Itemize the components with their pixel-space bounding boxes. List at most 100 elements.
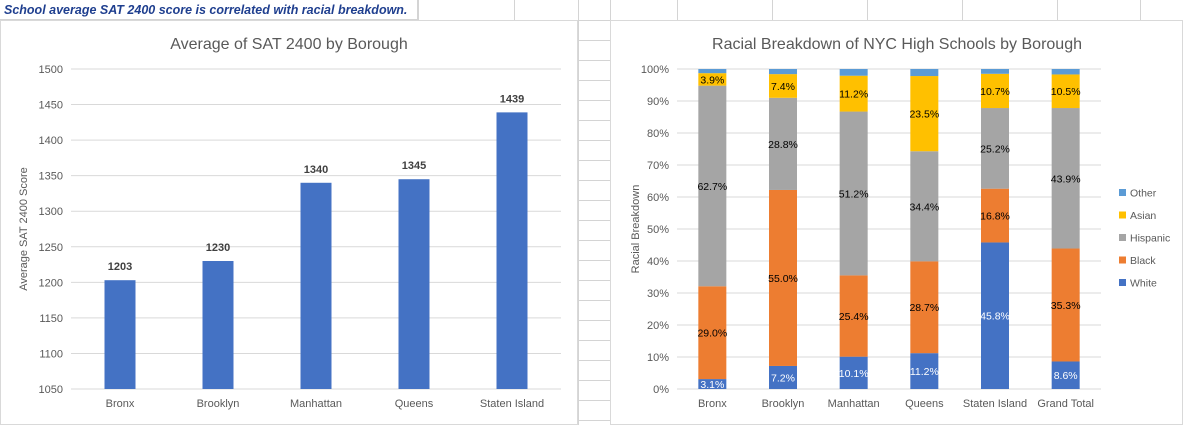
- bar-segment-black-manhattan: [839, 275, 868, 357]
- bar-segment-black-queens: [910, 261, 939, 354]
- x-tick-label-bronx: Bronx: [106, 398, 135, 410]
- x-tick-label-staten-island: Staten Island: [480, 398, 544, 410]
- bar-segment-black-staten-island: [981, 188, 1009, 243]
- data-label-staten-island: 1439: [500, 93, 524, 105]
- bar-segment-hispanic-queens: [910, 151, 939, 262]
- data-label-asian-bronx: 3.9%: [700, 74, 724, 86]
- bar-segment-black-bronx: [698, 286, 727, 380]
- data-label-black-brooklyn: 55.0%: [768, 273, 798, 285]
- bar-segment-asian-staten-island: [981, 73, 1009, 109]
- data-label-white-bronx: 3.1%: [700, 379, 724, 391]
- bar-segment-white-staten-island: [981, 242, 1009, 389]
- y-tick-label: 10%: [647, 352, 669, 364]
- data-label-hispanic-queens: 34.4%: [909, 201, 939, 213]
- y-tick-label: 1300: [39, 206, 63, 218]
- y-tick-label: 30%: [647, 288, 669, 300]
- y-tick-label: 70%: [647, 160, 669, 172]
- bar-segment-white-brooklyn: [769, 365, 797, 389]
- bar-segment-black-brooklyn: [769, 189, 797, 366]
- data-label-queens: 1345: [402, 160, 426, 172]
- x-tick-label-manhattan: Manhattan: [828, 398, 880, 410]
- y-tick-label: 90%: [647, 96, 669, 108]
- x-tick-label-grand-total: Grand Total: [1037, 398, 1094, 410]
- bar-segment-hispanic-bronx: [698, 85, 727, 287]
- data-label-black-bronx: 29.0%: [697, 328, 727, 340]
- bar-segment-black-grand-total: [1051, 248, 1080, 362]
- bar-segment-other-manhattan: [839, 69, 868, 76]
- data-label-bronx: 1203: [108, 261, 132, 273]
- bar-segment-hispanic-grand-total: [1051, 108, 1080, 249]
- y-tick-label: 80%: [647, 128, 669, 140]
- y-tick-label: 1250: [39, 242, 63, 254]
- bar-segment-hispanic-manhattan: [839, 111, 868, 276]
- data-label-asian-manhattan: 11.2%: [839, 89, 868, 101]
- y-tick-label: 1150: [39, 313, 63, 325]
- y-tick-label: 100%: [641, 64, 669, 76]
- data-label-black-staten-island: 16.8%: [980, 211, 1010, 223]
- data-label-manhattan: 1340: [304, 164, 328, 176]
- legend-swatch-other: [1119, 189, 1126, 196]
- legend-swatch-black: [1119, 256, 1126, 264]
- legend-swatch-asian: [1119, 211, 1126, 219]
- sheet-heading-cell[interactable]: School average SAT 2400 score is correla…: [0, 0, 418, 20]
- x-tick-label-brooklyn: Brooklyn: [762, 398, 805, 410]
- y-tick-label: 60%: [647, 192, 669, 204]
- y-tick-label: 40%: [647, 256, 669, 268]
- bar-manhattan: [300, 182, 332, 389]
- legend-label-black: Black: [1130, 255, 1156, 267]
- data-label-hispanic-staten-island: 25.2%: [980, 143, 1010, 155]
- legend-label-asian: Asian: [1130, 210, 1156, 222]
- y-tick-label: 1100: [39, 348, 63, 360]
- y-tick-label: 20%: [647, 320, 669, 332]
- data-label-black-grand-total: 35.3%: [1051, 300, 1081, 312]
- chart-title: Racial Breakdown of NYC High Schools by …: [712, 36, 1082, 53]
- racial-breakdown-chart[interactable]: Racial Breakdown of NYC High Schools by …: [610, 20, 1183, 425]
- data-label-white-manhattan: 10.1%: [839, 368, 869, 380]
- bar-segment-white-grand-total: [1051, 361, 1080, 389]
- legend-swatch-hispanic: [1119, 234, 1126, 241]
- data-label-white-staten-island: 45.8%: [980, 311, 1010, 323]
- chart-title: Average of SAT 2400 by Borough: [170, 36, 408, 53]
- y-tick-label: 0%: [653, 384, 669, 396]
- y-tick-label: 1350: [39, 171, 63, 183]
- bar-segment-hispanic-brooklyn: [769, 97, 797, 190]
- legend-swatch-white: [1119, 279, 1126, 286]
- bar-segment-asian-manhattan: [839, 75, 868, 112]
- data-label-white-queens: 11.2%: [910, 366, 939, 378]
- bar-bronx: [104, 280, 136, 389]
- bar-queens: [398, 179, 430, 389]
- data-label-asian-grand-total: 10.5%: [1051, 86, 1081, 98]
- x-tick-label-brooklyn: Brooklyn: [197, 398, 240, 410]
- data-label-asian-queens: 23.5%: [909, 109, 939, 121]
- legend-label-white: White: [1130, 278, 1157, 290]
- bar-segment-other-staten-island: [981, 69, 1009, 74]
- x-tick-label-bronx: Bronx: [698, 398, 727, 410]
- data-label-asian-staten-island: 10.7%: [980, 86, 1010, 98]
- data-label-hispanic-grand-total: 43.9%: [1051, 173, 1081, 185]
- bar-segment-hispanic-staten-island: [981, 108, 1009, 189]
- bar-segment-asian-queens: [910, 76, 939, 152]
- sat-score-chart-svg: Average of SAT 2400 by Borough Average SA…: [18, 36, 561, 410]
- bar-segment-asian-brooklyn: [769, 74, 797, 98]
- bar-segment-other-bronx: [698, 69, 727, 74]
- racial-breakdown-chart-svg: Racial Breakdown of NYC High Schools by …: [630, 36, 1170, 410]
- data-label-white-grand-total: 8.6%: [1054, 370, 1078, 382]
- data-label-hispanic-brooklyn: 28.8%: [768, 139, 798, 151]
- x-tick-label-staten-island: Staten Island: [963, 398, 1027, 410]
- bar-segment-white-manhattan: [839, 356, 868, 389]
- data-label-hispanic-manhattan: 51.2%: [839, 188, 869, 200]
- bar-segment-asian-bronx: [698, 73, 727, 86]
- sheet-heading: School average SAT 2400 score is correla…: [4, 3, 408, 17]
- x-tick-label-queens: Queens: [395, 398, 434, 410]
- legend-label-other: Other: [1130, 188, 1157, 200]
- x-tick-label-manhattan: Manhattan: [290, 398, 342, 410]
- sat-score-chart[interactable]: Average of SAT 2400 by Borough Average SA…: [0, 20, 578, 425]
- y-axis-title: Racial Breakdown: [630, 185, 642, 274]
- bar-segment-other-brooklyn: [769, 69, 797, 75]
- bar-segment-white-queens: [910, 353, 939, 389]
- data-label-black-manhattan: 25.4%: [839, 311, 869, 323]
- bar-segment-other-grand-total: [1051, 69, 1080, 75]
- legend-label-hispanic: Hispanic: [1130, 233, 1170, 245]
- data-label-white-brooklyn: 7.2%: [771, 372, 795, 384]
- bar-segment-white-bronx: [698, 379, 727, 389]
